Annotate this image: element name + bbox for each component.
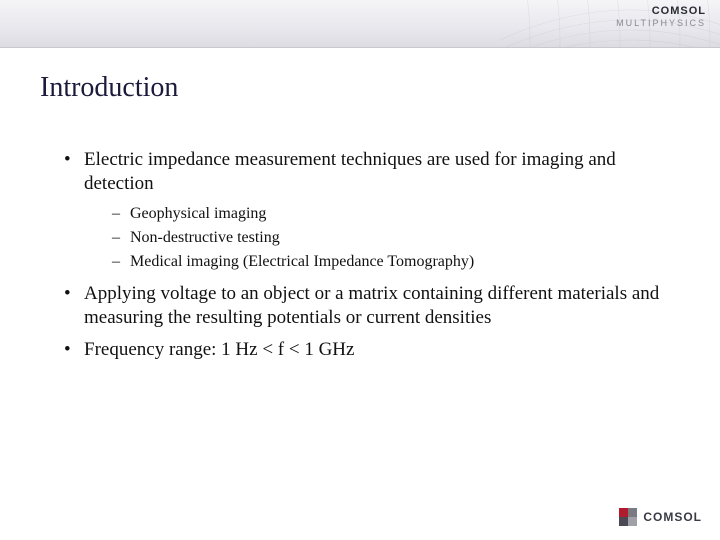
logo-mark-icon [619,508,637,526]
sub-bullet-item: Geophysical imaging [112,203,680,225]
sub-bullet-list: Geophysical imaging Non-destructive test… [84,203,680,274]
bullet-text: Electric impedance measurement technique… [84,149,616,194]
logo-square [628,508,637,517]
bullet-list: Electric impedance measurement technique… [40,148,680,363]
slide-content: Introduction Electric impedance measurem… [40,72,680,371]
logo-square [619,508,628,517]
bullet-item: Frequency range: 1 Hz < f < 1 GHz [64,338,680,362]
bullet-text: Applying voltage to an object or a matri… [84,283,659,328]
slide-title: Introduction [40,72,680,104]
brand-name: COMSOL [616,6,706,17]
sub-bullet-item: Medical imaging (Electrical Impedance To… [112,251,680,273]
logo-square [628,517,637,526]
bullet-item: Applying voltage to an object or a matri… [64,282,680,331]
top-banner: COMSOL MULTIPHYSICS [0,0,720,48]
sub-bullet-item: Non-destructive testing [112,227,680,249]
logo-square [619,517,628,526]
footer-logo: COMSOL [619,508,702,526]
brand-subtitle: MULTIPHYSICS [616,19,706,28]
bullet-item: Electric impedance measurement technique… [64,148,680,274]
brand-block: COMSOL MULTIPHYSICS [616,6,706,28]
bullet-text: Frequency range: 1 Hz < f < 1 GHz [84,339,354,360]
footer-brand-text: COMSOL [643,510,702,524]
